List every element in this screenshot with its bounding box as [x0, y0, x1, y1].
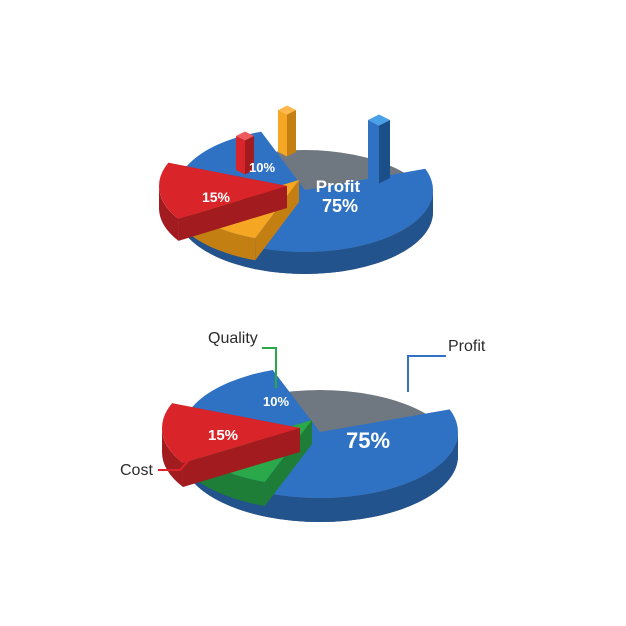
blue-pillar [368, 115, 390, 184]
top-profit-pct: 75% [322, 196, 358, 216]
orange-pillar [278, 106, 296, 157]
callout-line-profit [408, 356, 446, 392]
callout-label-quality: Quality [208, 330, 258, 348]
callout-label-profit: Profit [448, 338, 485, 356]
bottom-quality-pct: 10% [263, 394, 289, 409]
chart-canvas: Profit75%15%10%75%15%10% [0, 0, 626, 626]
top-profit-label: Profit [316, 177, 361, 196]
top-cost-pct: 15% [202, 189, 231, 205]
callout-label-cost: Cost [120, 462, 153, 480]
top-quality-pct: 10% [249, 160, 275, 175]
bottom-cost-pct: 15% [208, 427, 238, 444]
bottom-profit-pct: 75% [346, 428, 390, 453]
stage: Profit75%15%10%75%15%10% Profit Quality … [0, 0, 626, 626]
